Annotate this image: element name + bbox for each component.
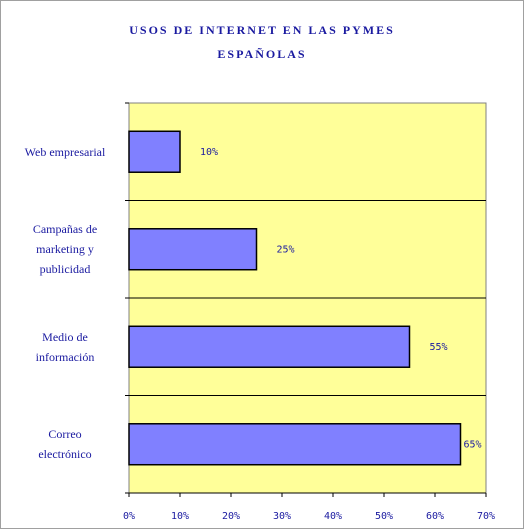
bar bbox=[128, 228, 258, 271]
x-tick-label: 60% bbox=[426, 511, 444, 522]
bar bbox=[128, 130, 181, 173]
bar bbox=[128, 423, 462, 466]
x-tick-label: 40% bbox=[324, 511, 342, 522]
category-label: Web empresarial bbox=[24, 144, 106, 159]
x-tick-label: 20% bbox=[222, 511, 240, 522]
x-tick-label: 30% bbox=[273, 511, 291, 522]
x-tick-label: 50% bbox=[375, 511, 393, 522]
value-label: 25% bbox=[277, 244, 295, 255]
value-label: 55% bbox=[430, 342, 448, 353]
chart-title-line-2: ESPAÑOLAS bbox=[217, 47, 307, 61]
category-label: Correo electrónico bbox=[38, 427, 92, 462]
bar bbox=[128, 325, 411, 368]
category-label: Campañas de marketing y publicidad bbox=[32, 222, 98, 277]
chart-title: USOS DE INTERNET EN LAS PYMES ESPAÑOLAS bbox=[0, 18, 524, 66]
value-label: 10% bbox=[200, 147, 218, 158]
category-label: Medio de información bbox=[35, 329, 95, 364]
value-label: 65% bbox=[464, 439, 482, 450]
x-tick-label: 70% bbox=[477, 511, 495, 522]
x-tick-label: 10% bbox=[171, 511, 189, 522]
chart-title-line-1: USOS DE INTERNET EN LAS PYMES bbox=[129, 23, 395, 37]
x-tick-label: 0% bbox=[123, 511, 135, 522]
